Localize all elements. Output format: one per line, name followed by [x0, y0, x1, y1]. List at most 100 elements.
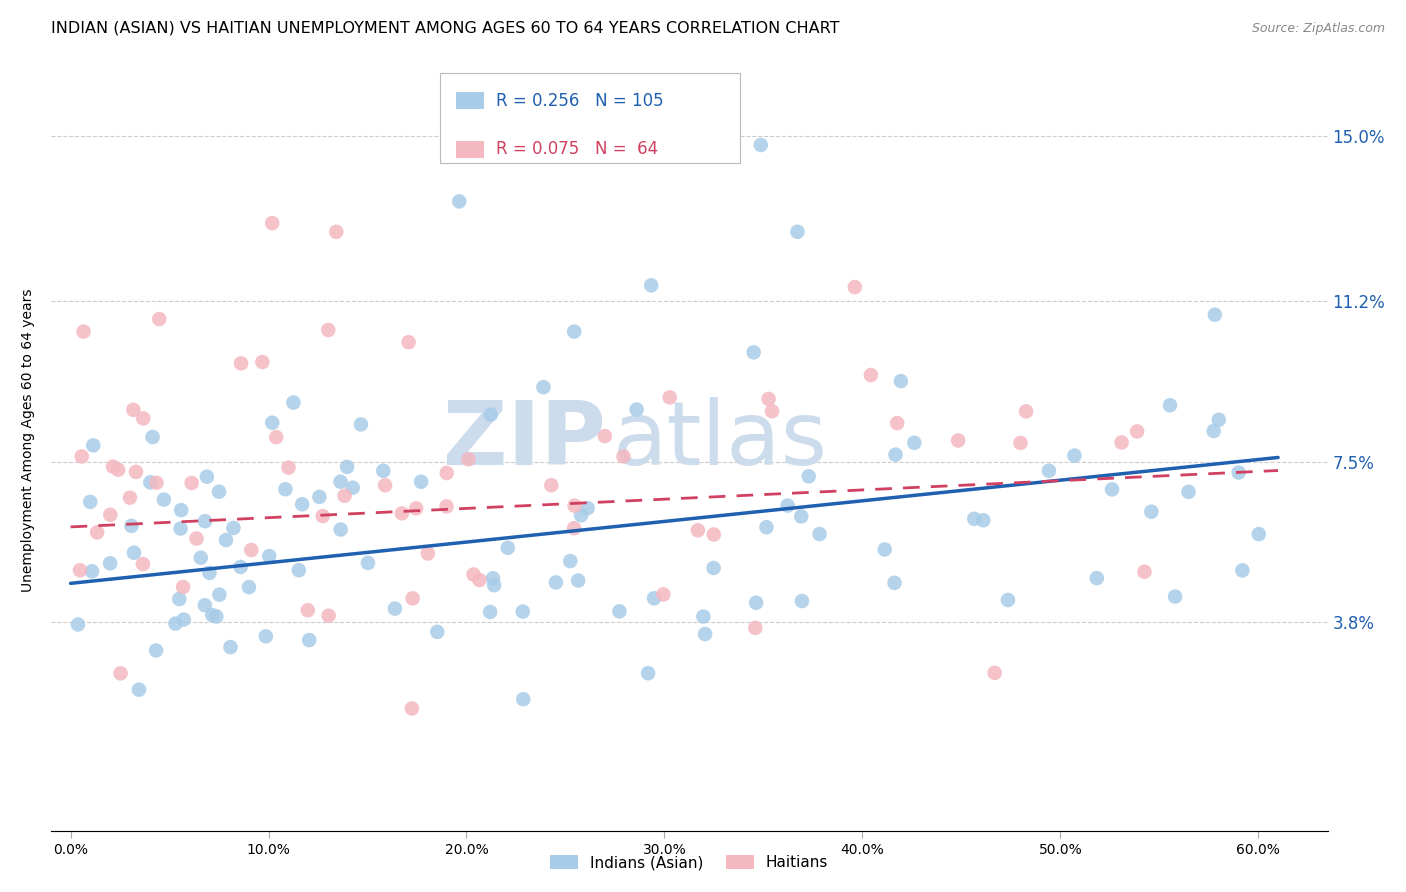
Point [512, 605, 534, 619]
Point [562, 325, 585, 339]
Point [308, 490, 330, 504]
Point [703, 527, 725, 541]
Legend: Indians (Asian), Haitians: Indians (Asian), Haitians [543, 847, 837, 878]
Point [98, 508, 121, 522]
Point [283, 395, 305, 409]
FancyBboxPatch shape [456, 141, 484, 158]
Point [357, 556, 380, 570]
Point [139, 475, 162, 490]
Point [336, 459, 359, 474]
Point [198, 566, 221, 580]
Point [1247, 527, 1270, 541]
Point [797, 469, 820, 483]
Point [1133, 565, 1156, 579]
Point [316, 323, 339, 337]
Point [205, 609, 228, 624]
Point [69, 563, 91, 577]
Point [479, 605, 502, 619]
Point [786, 225, 808, 239]
Point [142, 430, 165, 444]
Point [560, 554, 582, 568]
Point [70, 450, 93, 464]
Point [262, 216, 284, 230]
Point [609, 604, 631, 618]
Point [457, 452, 479, 467]
Point [436, 466, 458, 480]
Point [411, 475, 433, 489]
Point [291, 497, 314, 511]
Point [637, 666, 659, 681]
Point [219, 640, 242, 654]
FancyBboxPatch shape [456, 92, 484, 110]
Point [72, 325, 94, 339]
Point [790, 509, 813, 524]
Point [329, 523, 352, 537]
Point [195, 469, 218, 483]
Point [186, 532, 208, 546]
Point [180, 475, 202, 490]
Point [190, 550, 212, 565]
FancyBboxPatch shape [440, 73, 740, 162]
Point [169, 522, 191, 536]
Point [703, 561, 725, 575]
Point [264, 430, 287, 444]
Point [167, 592, 190, 607]
Point [983, 665, 1005, 680]
Point [776, 499, 799, 513]
Point [297, 603, 319, 617]
Point [963, 512, 986, 526]
Point [886, 416, 908, 430]
Point [1202, 424, 1225, 438]
Point [1010, 436, 1032, 450]
Point [128, 682, 150, 697]
Point [758, 392, 780, 406]
Point [652, 587, 675, 601]
Point [658, 391, 681, 405]
Point [449, 194, 471, 209]
Point [384, 601, 406, 615]
Point [1015, 404, 1038, 418]
Point [312, 509, 335, 524]
Point [107, 463, 129, 477]
Point [122, 546, 145, 560]
Point [79, 495, 101, 509]
Point [749, 138, 772, 153]
Point [252, 355, 274, 369]
Point [229, 560, 252, 574]
Point [240, 543, 263, 558]
Point [329, 475, 352, 489]
Point [170, 503, 193, 517]
Point [692, 609, 714, 624]
Point [626, 402, 648, 417]
Point [153, 492, 176, 507]
Point [567, 574, 589, 588]
Point [1038, 464, 1060, 478]
Point [277, 460, 299, 475]
Point [533, 380, 555, 394]
Point [1126, 425, 1149, 439]
Point [132, 411, 155, 425]
Point [997, 593, 1019, 607]
Point [496, 541, 519, 555]
Point [132, 557, 155, 571]
Point [436, 500, 458, 514]
Point [82, 438, 104, 452]
Point [391, 507, 413, 521]
Point [972, 513, 994, 527]
Point [859, 368, 882, 382]
Point [173, 613, 195, 627]
Point [350, 417, 373, 432]
Point [1111, 435, 1133, 450]
Text: INDIAN (ASIAN) VS HAITIAN UNEMPLOYMENT AMONG AGES 60 TO 64 YEARS CORRELATION CHA: INDIAN (ASIAN) VS HAITIAN UNEMPLOYMENT A… [51, 21, 839, 36]
Point [1101, 483, 1123, 497]
Point [562, 521, 585, 535]
Point [1063, 449, 1085, 463]
Text: Source: ZipAtlas.com: Source: ZipAtlas.com [1251, 22, 1385, 36]
Point [755, 520, 778, 534]
Point [643, 591, 665, 606]
Point [262, 416, 284, 430]
Point [238, 580, 260, 594]
Point [194, 514, 217, 528]
Point [66, 617, 89, 632]
Point [120, 519, 142, 533]
